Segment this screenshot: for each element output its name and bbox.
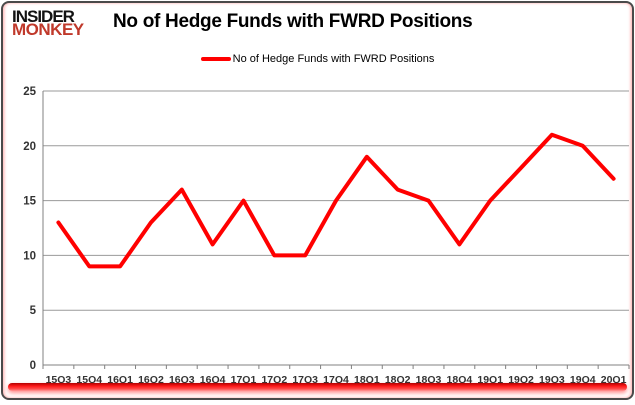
legend: No of Hedge Funds with FWRD Positions [3, 53, 632, 65]
y-tick-label-5: 5 [30, 305, 37, 317]
y-tick-label-0: 0 [30, 360, 36, 372]
legend-line-swatch [200, 57, 231, 61]
logo-insider-text: INSIDER [12, 7, 75, 26]
series-line [56, 132, 616, 269]
y-tick-label-20: 20 [23, 141, 36, 153]
insider-monkey-logo: INSIDER MONKEY [12, 7, 84, 39]
legend-label: No of Hedge Funds with FWRD Positions [232, 53, 435, 65]
bottom-accent-bar [8, 383, 627, 391]
y-tick-label-10: 10 [23, 250, 36, 262]
chart-title: No of Hedge Funds with FWRD Positions [113, 11, 473, 32]
logo-monkey-text: MONKEY [12, 20, 84, 39]
y-tick-label-25: 25 [23, 86, 36, 98]
y-tick-label-15: 15 [23, 196, 36, 208]
